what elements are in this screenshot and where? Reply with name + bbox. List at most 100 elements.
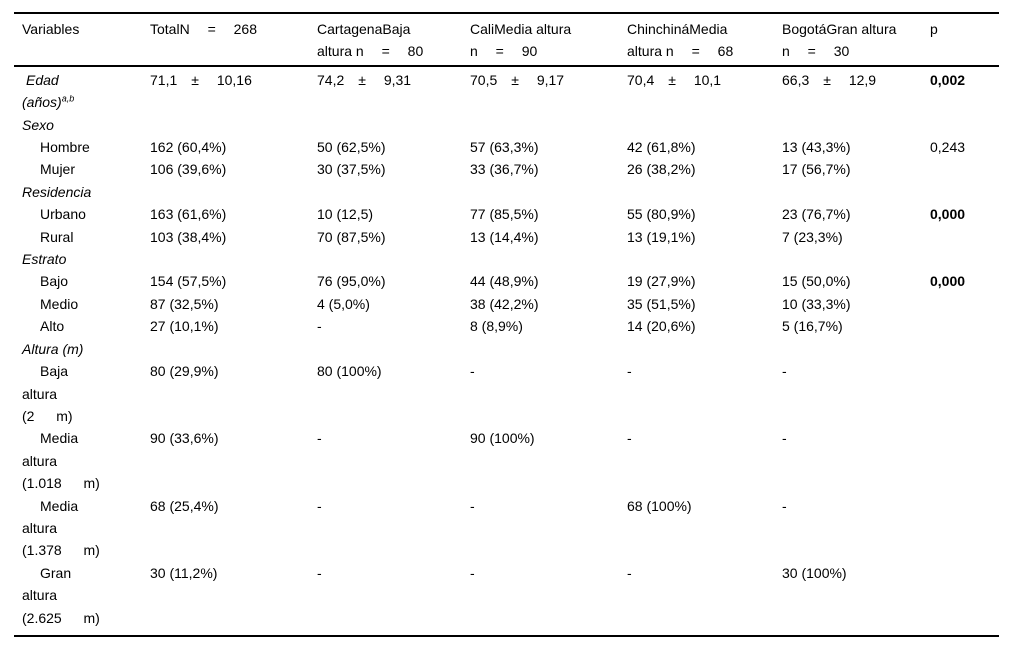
cell-p [922,315,999,337]
cell-chinchina: - [627,363,632,380]
cell-bogota: 10 (33,3%) [782,295,851,312]
cell-bogota: - [782,430,787,447]
row-label-line: (2.625 m) [22,609,100,626]
cell-chinchina: 70,4 ± 10,1 [627,71,722,88]
column-header-cali: CaliMedia altura n = 90 [462,13,619,67]
cell-cartagena: 74,2 ± 9,31 [317,71,412,88]
cell-chinchina: 68 (100%) [627,497,692,514]
cell-cali: 70,5 ± 9,17 [470,71,565,88]
cell-bogota: - [782,497,787,514]
cell-cartagena: - [317,564,322,581]
row-label: Medio [40,295,79,312]
row-label: Edad (años)a,b [14,66,142,114]
document-page: Variables TotalN = 268 CartagenaBaja altu… [0,12,1010,664]
row-label-line: (años)a,b [22,91,138,113]
row-label-line: altura [22,519,58,536]
row-label-line: Media [40,497,79,514]
row-label: Urbano [40,206,86,223]
row-edad: Edad (años)a,b 71,1 ± 10,16 74,2 ± 9,31 … [14,66,999,114]
cell-total: 106 (39,6%) [150,161,227,178]
row-urbano: Urbano 163 (61,6%) 10 (12,5) 77 (85,5%) … [14,203,999,225]
cell-bogota: 7 (23,3%) [782,228,843,245]
cell-chinchina: 13 (19,1%) [627,228,696,245]
row-label: Sexo [22,116,54,133]
cell-total: 68 (25,4%) [150,497,219,514]
row-label-line: Edad [26,71,59,88]
cell-p [922,562,999,636]
empty-cells [142,181,999,203]
cell-bogota: 13 (43,3%) [782,139,851,156]
row-label-text: (años) [22,94,62,111]
row-label-line: Media [40,430,79,447]
cell-p [922,293,999,315]
column-header-cartagena: CartagenaBaja altura n = 80 [309,13,462,67]
cell-cali: 38 (42,2%) [470,295,539,312]
cell-bogota: 15 (50,0%) [782,273,851,290]
cell-cali: 77 (85,5%) [470,206,539,223]
cell-p: 0,243 [930,139,966,156]
row-gran-altura: Gran altura (2.625 m) 30 (11,2%) - - - 3… [14,562,999,636]
cell-cartagena: 70 (87,5%) [317,228,386,245]
cell-bogota: - [782,363,787,380]
cell-p: 0,000 [930,273,966,290]
cell-total: 30 (11,2%) [150,564,218,581]
cell-total: 80 (29,9%) [150,363,219,380]
cell-chinchina: 14 (20,6%) [627,318,696,335]
column-header-sublabel: n = 30 [782,43,850,60]
row-mujer: Mujer 106 (39,6%) 30 (37,5%) 33 (36,7%) … [14,158,999,180]
footnote-marker: a,b [61,93,75,104]
cell-p [922,495,999,562]
column-header-label: TotalN = 268 [150,21,257,37]
cell-chinchina: 26 (38,2%) [627,161,696,178]
row-label: Hombre [40,139,90,156]
empty-cells [142,248,999,270]
cell-cartagena: 10 (12,5) [317,206,374,223]
row-hombre: Hombre 162 (60,4%) 50 (62,5%) 57 (63,3%)… [14,136,999,158]
column-header-chinchina: ChinchináMedia altura n = 68 [619,13,774,67]
empty-cells [142,114,999,136]
column-header-variables: Variables [14,13,142,67]
row-sexo: Sexo [14,114,999,136]
cell-total: 90 (33,6%) [150,430,219,447]
cell-total: 154 (57,5%) [150,273,227,290]
row-label: Baja altura (2 m) [14,360,142,427]
column-header-label: p [930,21,938,37]
row-baja-altura: Baja altura (2 m) 80 (29,9%) 80 (100%) -… [14,360,999,427]
row-label-line: (1.018 m) [22,475,100,492]
row-bajo: Bajo 154 (57,5%) 76 (95,0%) 44 (48,9%) 1… [14,270,999,292]
cell-cali: 57 (63,3%) [470,139,539,156]
row-label-line: Gran [40,564,72,581]
column-header-label: ChinchináMedia [627,21,728,37]
column-header-label: BogotáGran altura [782,21,897,37]
row-media-altura-1018: Media altura (1.018 m) 90 (33,6%) - 90 (… [14,427,999,494]
cell-chinchina: 42 (61,8%) [627,139,696,156]
cell-total: 162 (60,4%) [150,139,227,156]
table-header-row: Variables TotalN = 268 CartagenaBaja altu… [14,13,999,67]
cell-cali: 8 (8,9%) [470,318,523,335]
row-label: Estrato [22,251,67,268]
column-header-p: p [922,13,999,67]
row-label: Media altura (1.378 m) [14,495,142,562]
cell-total: 103 (38,4%) [150,228,227,245]
column-header-label: CaliMedia altura [470,21,572,37]
column-header-sublabel: altura n = 68 [627,43,734,60]
cell-cali: - [470,497,475,514]
cell-bogota: 30 (100%) [782,564,847,581]
row-label: Bajo [40,273,69,290]
cell-cartagena: 30 (37,5%) [317,161,386,178]
cell-total: 71,1 ± 10,16 [150,71,252,88]
cell-cartagena: 76 (95,0%) [317,273,386,290]
cell-chinchina: - [627,564,632,581]
cell-cali: 13 (14,4%) [470,228,539,245]
cell-chinchina: 35 (51,5%) [627,295,696,312]
row-altura: Altura (m) [14,338,999,360]
cell-p: 0,000 [930,206,966,223]
cell-cartagena: - [317,430,322,447]
cell-p [922,158,999,180]
row-label: Altura (m) [22,340,84,357]
cell-cartagena: 50 (62,5%) [317,139,386,156]
row-label: Rural [40,228,74,245]
cell-cali: 44 (48,9%) [470,273,539,290]
cell-cali: 33 (36,7%) [470,161,539,178]
cell-p: 0,002 [930,71,966,88]
